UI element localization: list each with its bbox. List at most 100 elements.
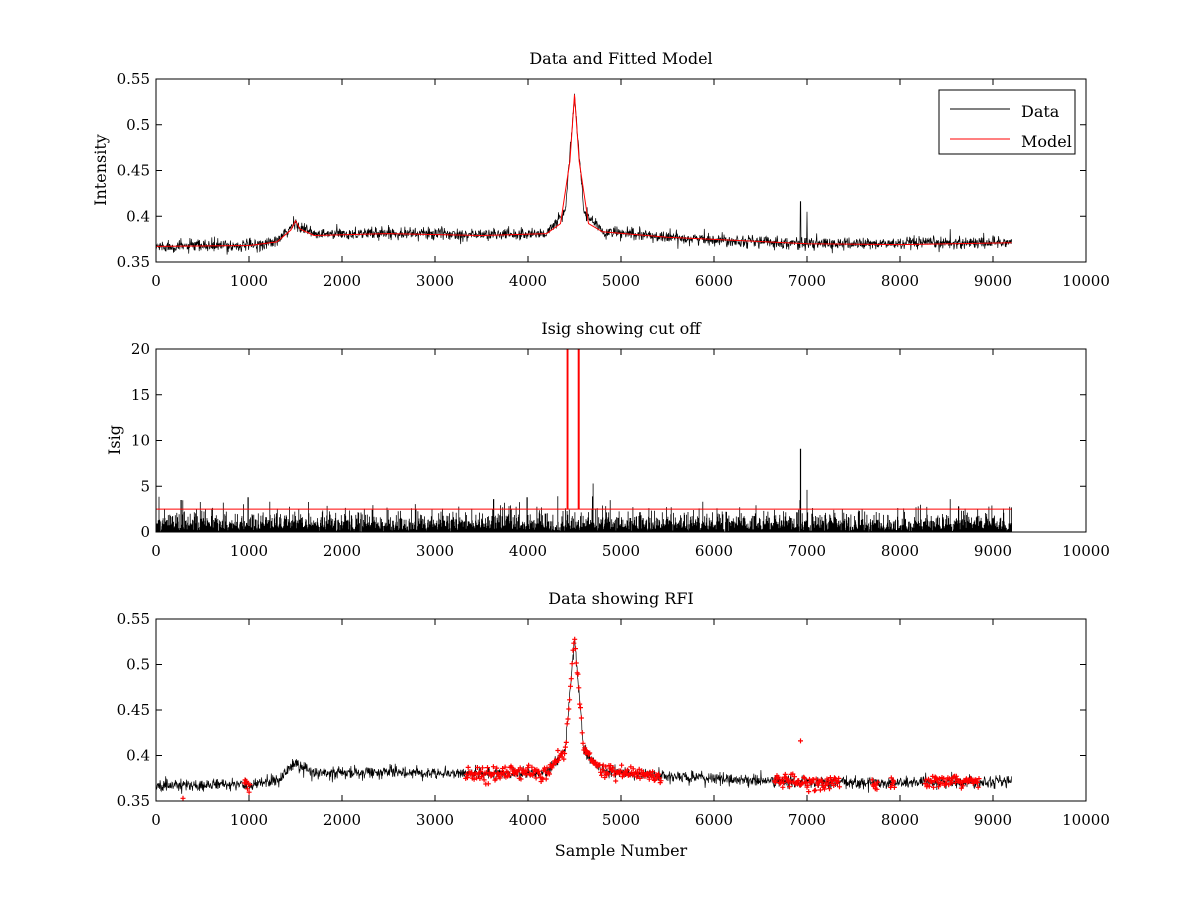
rfi-marker (529, 764, 535, 770)
rfi-marker (784, 776, 790, 782)
rfi-marker (493, 776, 499, 782)
x-tick-label: 6000 (695, 811, 733, 829)
rfi-marker (830, 778, 836, 784)
rfi-marker (580, 740, 586, 746)
cutoff-line (156, 348, 1012, 510)
rfi-marker (610, 765, 616, 771)
rfi-marker (891, 784, 897, 790)
rfi-marker (542, 768, 548, 774)
rfi-marker (524, 768, 530, 774)
rfi-marker (497, 775, 503, 781)
rfi-marker (781, 780, 787, 785)
rfi-marker (567, 697, 573, 703)
rfi-marker (801, 774, 807, 780)
rfi-marker (500, 770, 506, 775)
rfi-marker (573, 660, 579, 666)
rfi-marker (490, 764, 496, 770)
panel-data-and-fitted-model: Data and Fitted Model Intensity 0 1000 200… (91, 49, 1110, 290)
rfi-marker (578, 715, 584, 721)
x-tick-label: 4000 (509, 811, 547, 829)
rfi-marker (825, 781, 831, 787)
rfi-marker (809, 780, 815, 786)
x-tick-label: 5000 (602, 272, 640, 290)
rfi-marker (931, 778, 937, 784)
panel-title: Isig showing cut off (541, 319, 702, 338)
rfi-marker (625, 767, 630, 773)
y-tick-label: 0.55 (117, 70, 150, 88)
rfi-marker (822, 786, 827, 792)
rfi-marker (812, 788, 817, 794)
rfi-marker (602, 775, 608, 780)
x-tick-label: 1000 (230, 272, 268, 290)
rfi-marker (650, 774, 656, 780)
rfi-marker (565, 716, 571, 722)
rfi-marker (549, 765, 555, 771)
rfi-marker (561, 756, 567, 762)
panel-title: Data showing RFI (548, 589, 693, 608)
y-tick-label: 0.4 (126, 747, 150, 765)
rfi-marker (650, 769, 656, 775)
rfi-marker (555, 748, 561, 753)
rfi-marker (658, 778, 664, 784)
rfi-marker (943, 781, 949, 787)
rfi-marker (491, 770, 497, 776)
rfi-marker (556, 757, 562, 763)
rfi-marker (502, 764, 508, 770)
panel-title: Data and Fitted Model (529, 49, 712, 68)
x-tick-label: 2000 (323, 811, 361, 829)
rfi-marker (573, 646, 578, 652)
x-tick-label: 3000 (416, 542, 454, 560)
y-tick-label: 0.45 (117, 701, 150, 719)
rfi-marker (247, 782, 253, 788)
rfi-marker (566, 706, 572, 712)
y-tick-label: 0.4 (126, 207, 150, 225)
rfi-marker (587, 750, 593, 756)
rfi-marker (798, 738, 803, 744)
rfi-marker (601, 769, 607, 775)
rfi-marker (562, 744, 568, 750)
rfi-marker (953, 773, 959, 779)
rfi-marker (481, 777, 487, 783)
panel-data-showing-rfi: Data showing RFI Sample Number 0 1000 2000… (117, 589, 1110, 860)
rfi-marker (603, 764, 609, 770)
rfi-marker (582, 745, 588, 751)
legend-label-data: Data (1021, 102, 1060, 121)
x-axis-label: Sample Number (555, 841, 688, 860)
rfi-marker (637, 775, 643, 781)
rfi-marker (506, 772, 512, 778)
rfi-marker (564, 721, 570, 727)
rfi-marker (485, 781, 491, 787)
rfi-marker (613, 778, 619, 784)
rfi-marker (518, 776, 524, 782)
rfi-marker (802, 780, 808, 786)
x-tick-label: 7000 (788, 272, 826, 290)
rfi-marker (511, 771, 516, 777)
y-tick-label: 5 (140, 477, 150, 495)
rfi-marker (875, 779, 881, 785)
y-tick-label: 0.35 (117, 253, 150, 271)
plot-area (155, 636, 1012, 801)
rfi-marker (656, 775, 662, 781)
rfi-marker (562, 751, 568, 756)
rfi-marker (836, 775, 842, 781)
y-tick-label: 0.55 (117, 610, 150, 628)
rfi-marker (874, 786, 880, 792)
y-tick-label: 20 (131, 340, 150, 358)
legend-box (938, 89, 1076, 155)
legend-label-model: Model (1021, 132, 1072, 151)
y-axis-label: Isig (105, 425, 124, 455)
x-tick-label: 0 (151, 811, 161, 829)
rfi-marker (805, 782, 811, 788)
x-tick-label: 10000 (1062, 811, 1110, 829)
rfi-marker (464, 775, 470, 781)
y-tick-label: 15 (131, 386, 150, 404)
x-tick-label: 3000 (416, 811, 454, 829)
rfi-marker (815, 782, 821, 788)
rfi-marker (563, 739, 569, 745)
rfi-marker (783, 775, 789, 781)
y-tick-label: 0.5 (126, 656, 150, 674)
rfi-marker (583, 748, 589, 754)
rfi-marker (589, 757, 595, 763)
x-tick-label: 7000 (788, 542, 826, 560)
rfi-marker (976, 776, 982, 782)
